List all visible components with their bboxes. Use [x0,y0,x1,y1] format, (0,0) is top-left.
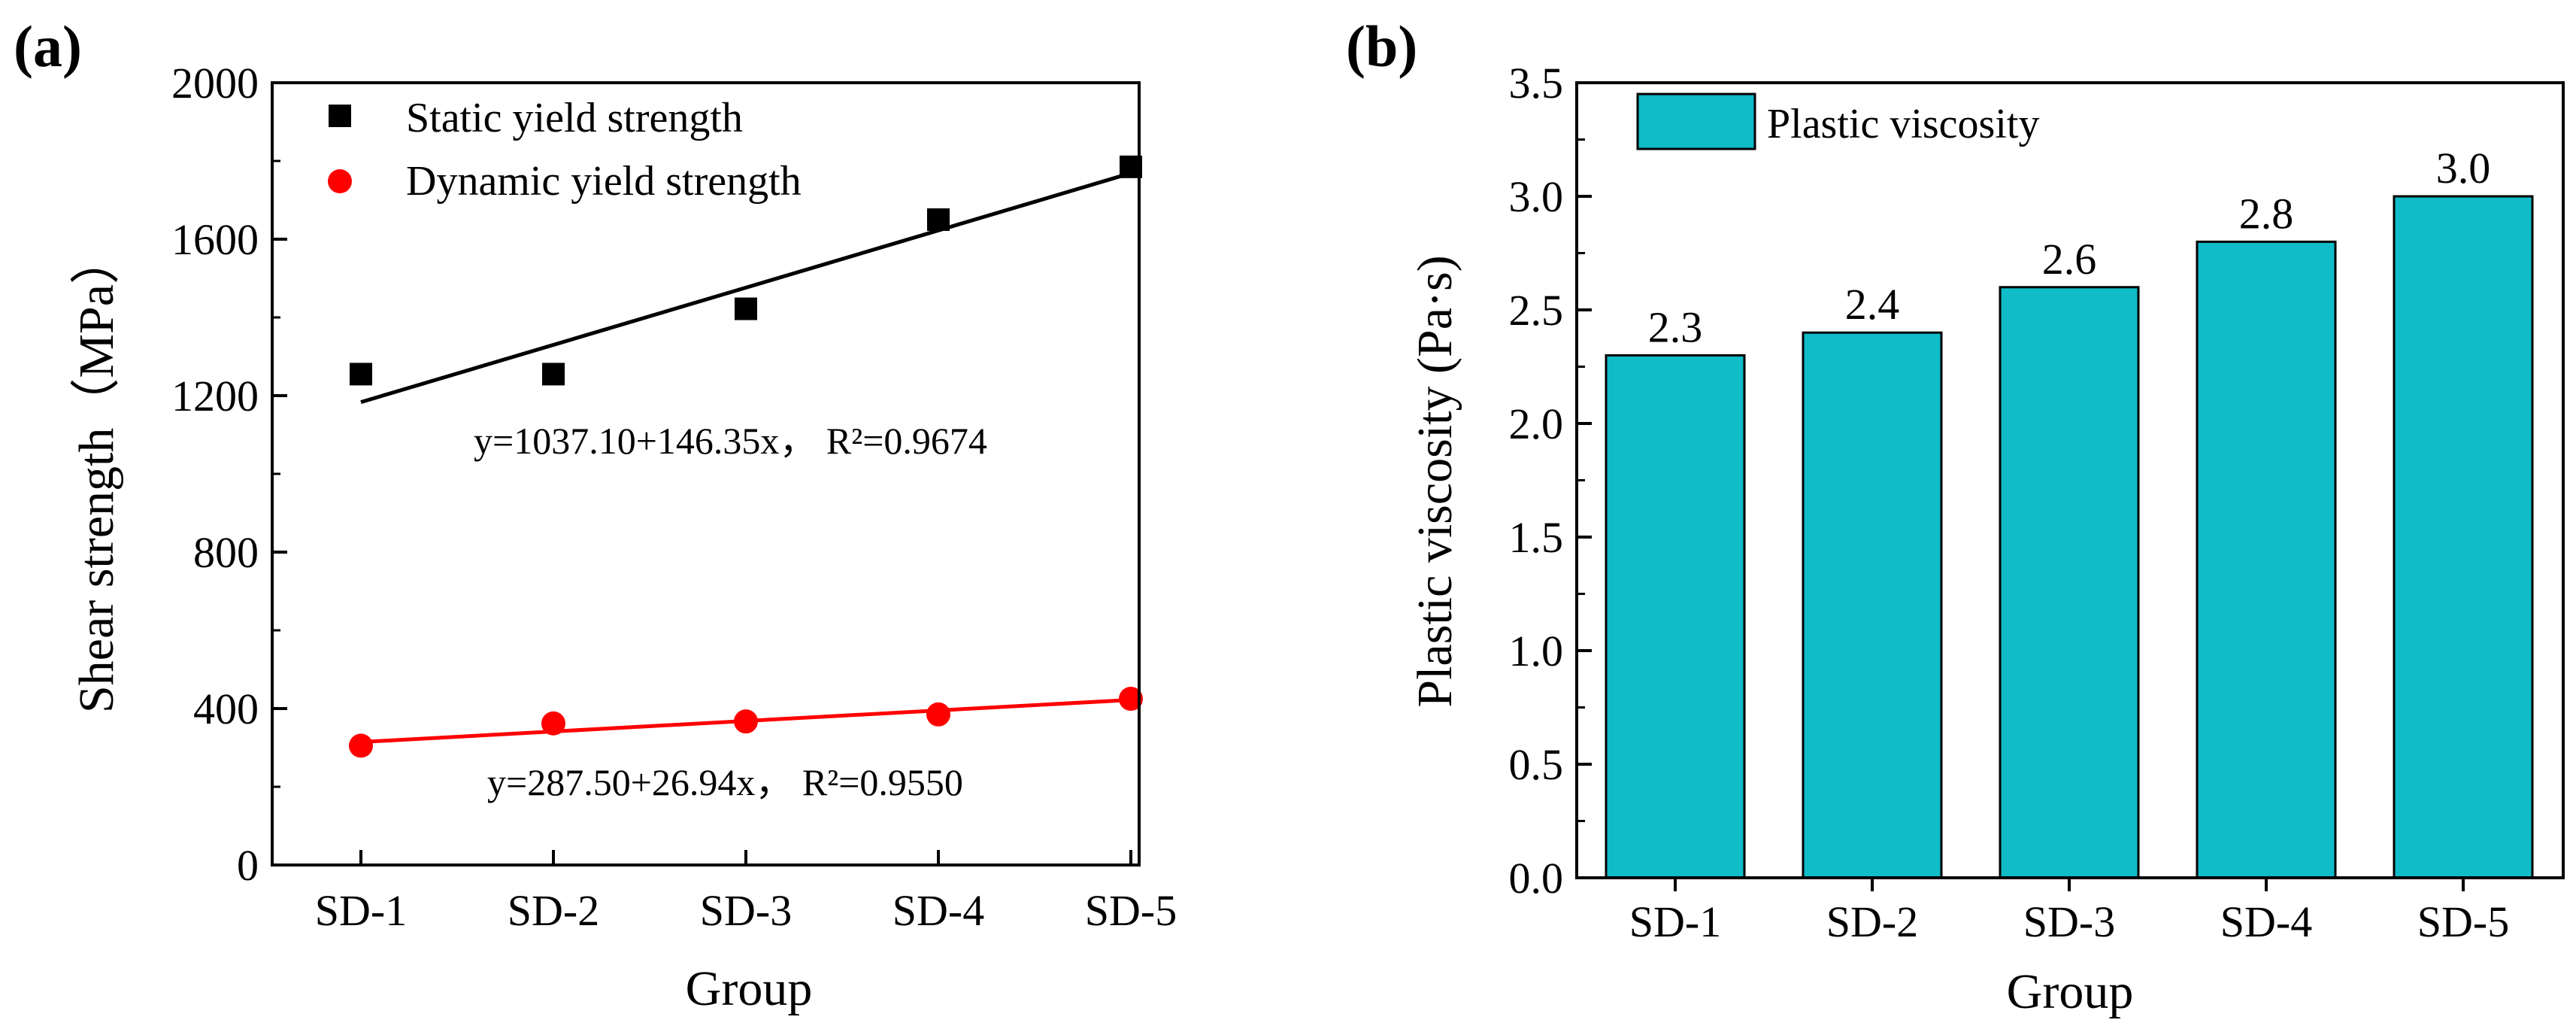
panel-a-y-axis-title: Shear strength（MPa） [69,235,124,713]
viscosity-bar [1999,286,2140,879]
x-tick-label-b: SD-1 [1629,897,1721,946]
panel-b-bars: 2.3 2.4 2.6 2.8 3.0 [1605,144,2534,879]
y-tick-label-a: 1200 [171,372,259,420]
dynamic-point [1119,687,1143,711]
panel-b-label: (b) [1346,14,1417,79]
legend-viscosity-label: Plastic viscosity [1767,101,2039,147]
panel-b-x-axis-title: Group [2007,964,2134,1019]
panel-a-label: (a) [14,14,82,79]
panel-a-x-axis-title: Group [686,961,813,1016]
x-tick-label-b: SD-4 [2220,897,2312,946]
panel-b: (b) 0.0 0.5 1.0 1.5 2.0 2.5 3.0 3.5 SD-1 SD-2 SD-3… [1346,14,2565,1019]
x-tick-label-a: SD-3 [700,886,792,935]
dynamic-point [541,711,565,736]
static-point [735,297,757,320]
legend-dynamic-marker [328,169,352,193]
viscosity-bar [1802,331,1943,879]
legend-static-label: Static yield strength [406,95,743,141]
static-fit-equation: y=1037.10+146.35x， R²=0.9674 [474,420,987,462]
panel-b-plot-frame [1575,81,2565,879]
dynamic-point [349,733,373,758]
panel-a-axes: 0 400 800 1200 1600 2000 SD-1 SD-2 SD-3 SD-4 SD-5 [171,59,1177,935]
dynamic-point [734,709,758,734]
static-point [542,363,565,386]
static-point [350,363,372,386]
y-tick-label-b: 3.0 [1509,172,1564,221]
y-tick-label-b: 1.0 [1509,627,1564,675]
y-tick-label-a: 1600 [171,215,259,264]
y-tick-label-b: 0.0 [1509,854,1564,903]
panel-b-legend: Plastic viscosity [1636,93,2039,150]
panel-a-legend: Static yield strength Dynamic yield stre… [328,95,802,205]
y-tick-label-b: 2.5 [1509,286,1564,335]
x-tick-label-b: SD-3 [2023,897,2115,946]
y-tick-label-b: 1.5 [1509,513,1564,562]
x-tick-label-a: SD-5 [1085,886,1177,935]
viscosity-bar-label: 3.0 [2436,144,2491,193]
y-tick-label-b: 3.5 [1509,59,1564,108]
x-tick-label-a: SD-1 [315,886,407,935]
x-tick-label-a: SD-4 [893,886,984,935]
static-point [927,208,950,231]
viscosity-bar [2393,195,2534,879]
y-tick-label-a: 800 [193,528,259,577]
dynamic-fit-equation: y=287.50+26.94x， R²=0.9550 [487,761,963,803]
legend-static-marker [329,105,351,127]
viscosity-bar [1605,354,1746,879]
y-tick-label-b: 2.0 [1509,399,1564,448]
panel-a-points [349,155,1143,758]
x-tick-label-b: SD-5 [2417,897,2509,946]
panel-b-axes: 0.0 0.5 1.0 1.5 2.0 2.5 3.0 3.5 SD-1 SD-2 SD-3 SD-4… [1509,59,2510,946]
legend-dynamic-label: Dynamic yield strength [406,158,802,205]
static-fit-line [360,171,1132,405]
x-tick-label-a: SD-2 [508,886,599,935]
legend-viscosity-swatch [1636,93,1756,150]
viscosity-bar-label: 2.6 [2042,235,2097,284]
dynamic-point [926,702,950,727]
viscosity-bar-label: 2.8 [2239,189,2294,238]
viscosity-bar [2196,240,2337,879]
x-tick-label-b: SD-2 [1826,897,1918,946]
panel-a-plot-frame [271,81,1141,867]
viscosity-bar-label: 2.4 [1845,280,1900,329]
panel-b-y-axis-title: Plastic viscosity (Pa·s) [1408,255,1462,707]
panel-a: (a) 0 400 800 1200 1600 2000 SD-1 SD-2 SD-3 SD-4 S… [14,14,1177,1016]
y-tick-label-a: 2000 [171,59,259,108]
y-tick-label-b: 0.5 [1509,740,1564,789]
y-tick-label-a: 0 [237,841,259,890]
y-tick-label-a: 400 [193,684,259,733]
viscosity-bar-label: 2.3 [1648,302,1703,351]
